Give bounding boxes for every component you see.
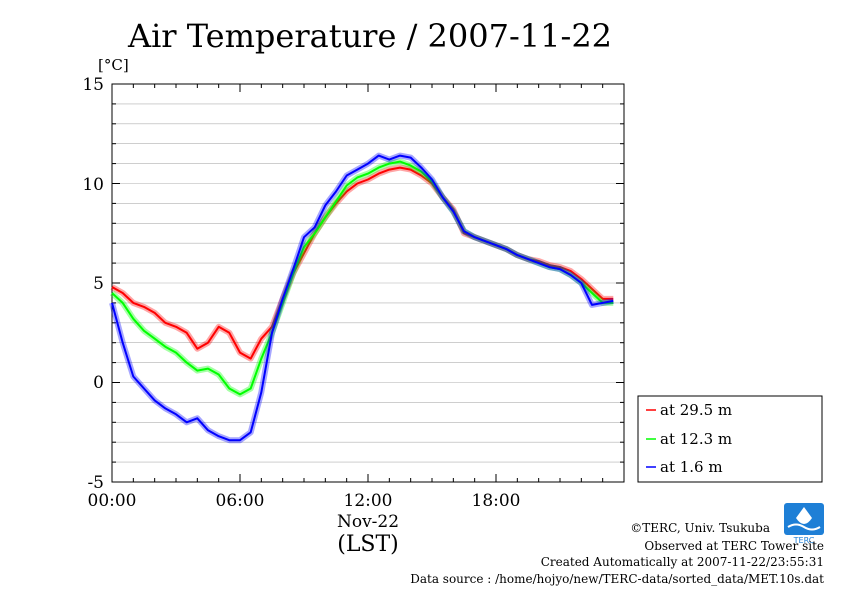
x-tick-label: 00:00: [88, 491, 137, 511]
y-tick-label: -5: [87, 473, 104, 493]
observed-text: Observed at TERC Tower site: [644, 539, 824, 553]
x-date-label: Nov-22: [337, 512, 399, 532]
terc-logo-icon: TERC: [784, 503, 824, 545]
y-tick-label: 10: [82, 175, 104, 195]
series-halo-at-12-3-m: [109, 158, 614, 398]
y-axis-unit: [°C]: [98, 56, 129, 74]
source-text: Data source : /home/hojyo/new/TERC-data/…: [410, 572, 824, 586]
copyright-text: ©TERC, Univ. Tsukuba: [630, 521, 770, 535]
y-tick-label: 5: [93, 274, 104, 294]
legend-box: [637, 395, 823, 483]
y-tick-label: 0: [93, 373, 104, 393]
x-tick-label: 12:00: [344, 491, 393, 511]
logo-text: TERC: [793, 536, 815, 545]
legend-label-29-5m: at 29.5 m: [660, 401, 732, 419]
created-text: Created Automatically at 2007-11-22/23:5…: [541, 555, 824, 569]
series-lines: [109, 152, 614, 444]
legend: at 29.5 m at 12.3 m at 1.6 m: [637, 395, 823, 483]
x-tick-label: 06:00: [216, 491, 265, 511]
legend-label-12-3m: at 12.3 m: [660, 430, 732, 448]
axis-ticks: [111, 83, 625, 483]
y-tick-label: 15: [82, 75, 104, 95]
legend-label-1-6m: at 1.6 m: [660, 458, 723, 476]
credits: ©TERC, Univ. Tsukuba Observed at TERC To…: [410, 521, 824, 586]
x-tick-labels: 00:00 06:00 12:00 18:00: [88, 491, 521, 511]
chart-title: Air Temperature / 2007-11-22: [127, 17, 612, 55]
grid-lines: [112, 103, 624, 463]
series-line-at-1-6-m: [111, 154, 614, 442]
x-axis-label: (LST): [337, 532, 399, 557]
x-tick-label: 18:00: [472, 491, 521, 511]
y-tick-labels: 15 10 5 0 -5: [82, 75, 104, 493]
series-halo-at-1-6-m: [109, 152, 614, 444]
